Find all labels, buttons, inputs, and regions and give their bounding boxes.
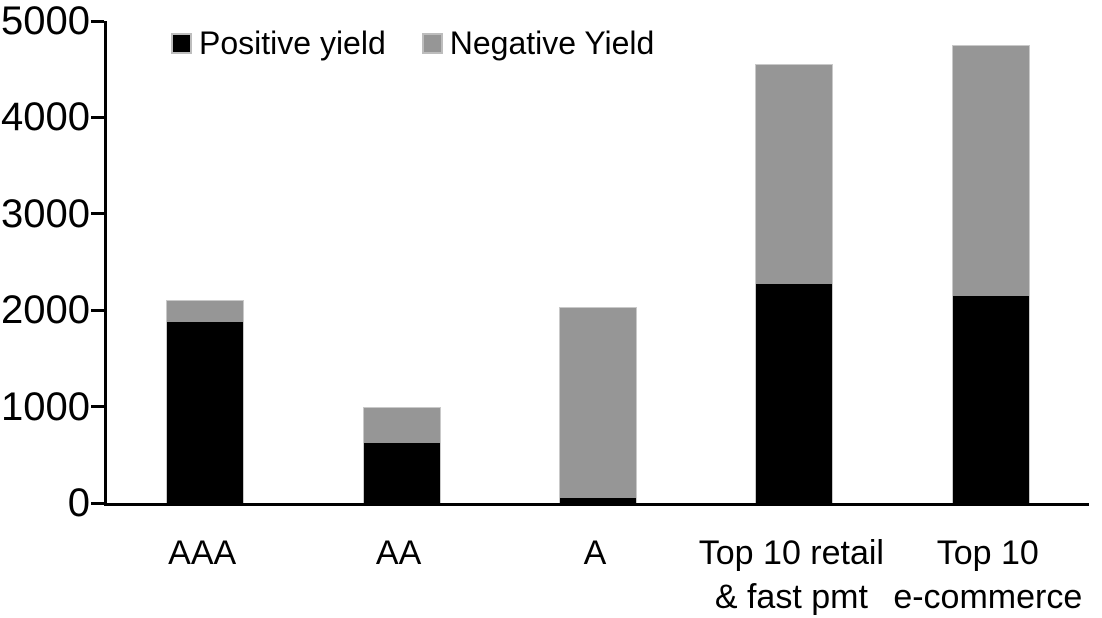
bar-segment-positive-yield xyxy=(756,283,833,503)
legend-label: Negative Yield xyxy=(449,25,655,61)
bar-segment-positive-yield xyxy=(952,296,1029,503)
plot-area xyxy=(91,19,1089,506)
y-axis-tick xyxy=(91,405,104,409)
bar-segment-negative-yield xyxy=(560,308,636,499)
bar-aa xyxy=(362,406,441,503)
y-axis-tick xyxy=(91,212,104,216)
bar-segment-positive-yield xyxy=(560,498,636,503)
y-axis-tick xyxy=(91,308,104,312)
y-axis-tick xyxy=(91,115,104,119)
y-axis-tick-label: 3000 xyxy=(1,191,90,236)
x-axis-label-line: e-commerce xyxy=(893,578,1083,616)
bar-top-10-retail-fast-pmt xyxy=(755,64,834,503)
bar-segment-negative-yield xyxy=(952,46,1029,297)
x-axis-label-line: AA xyxy=(375,534,422,572)
x-axis-label-line: Top 10 retail xyxy=(698,534,884,572)
y-axis-tick-label: 2000 xyxy=(1,288,90,333)
y-axis-tick xyxy=(91,501,104,505)
bar-aaa xyxy=(166,299,245,503)
bar-segment-negative-yield xyxy=(756,65,833,284)
positive-yield-swatch-icon xyxy=(171,32,192,54)
x-axis-label-top-10-e-commerce: Top 10 e-commerce xyxy=(838,531,1102,618)
negative-yield-swatch-icon xyxy=(421,32,443,54)
x-axis-label-aaa: AAA xyxy=(52,531,352,575)
bar-segment-negative-yield xyxy=(167,300,244,322)
x-axis-label-line: Top 10 xyxy=(936,534,1039,572)
legend-item-positive-yield: Positive yield xyxy=(171,25,386,61)
y-axis-tick-label: 0 xyxy=(67,481,90,525)
legend-label: Positive yield xyxy=(199,25,386,61)
bar-segment-positive-yield xyxy=(363,442,440,503)
bar-segment-negative-yield xyxy=(363,407,440,443)
x-axis-label-line: A xyxy=(583,534,607,572)
bar-a xyxy=(559,307,637,503)
x-axis-label-line: AAA xyxy=(168,534,237,572)
bar-segment-positive-yield xyxy=(167,321,244,503)
x-axis-label-aa: AA xyxy=(249,531,549,575)
x-axis-label-line: & fast pmt xyxy=(714,578,868,616)
y-axis-tick-label: 1000 xyxy=(1,384,90,429)
y-axis-tick-label: 5000 xyxy=(1,0,90,43)
y-axis-tick xyxy=(91,19,104,23)
legend: Positive yield Negative Yield xyxy=(171,25,654,61)
y-axis-tick-label: 4000 xyxy=(1,95,90,140)
legend-item-negative-yield: Negative Yield xyxy=(421,25,655,61)
x-axis-label-top-10-retail-fast-pmt: Top 10 retail & fast pmt xyxy=(641,531,941,618)
x-axis-label-a: A xyxy=(445,531,745,575)
bar-top-10-e-commerce xyxy=(951,45,1030,503)
